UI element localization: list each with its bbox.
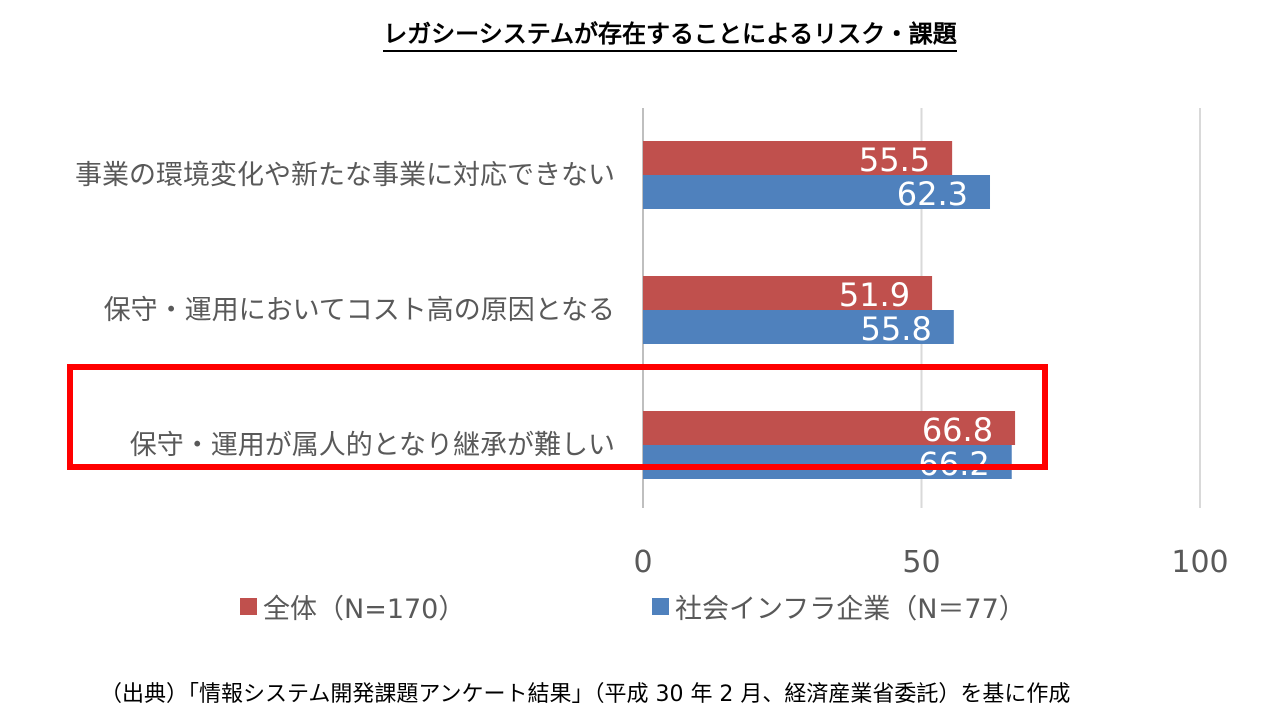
bars: 55.562.351.955.866.866.2 <box>643 141 1016 483</box>
data-label-s1-c0: 62.3 <box>897 175 968 213</box>
bar-s0-c2 <box>643 411 1016 445</box>
chart-title: レガシーシステムが存在することによるリスク・課題 <box>0 14 1280 52</box>
data-label-s0-c2: 66.8 <box>922 411 993 449</box>
bar-s1-c1 <box>643 310 954 344</box>
source-note: （出典）「情報システム開発課題アンケート結果」（平成 30 年 2 月、経済産業… <box>100 682 1071 707</box>
x-axis-ticks: 0 50 100 <box>633 545 1228 580</box>
legend-item-zentai: 全体（N=170） <box>240 586 465 626</box>
bar-s1-c0 <box>643 175 991 209</box>
category-label-2: 保守・運用が属人的となり継承が難しい <box>130 430 615 461</box>
data-label-s0-c1: 51.9 <box>839 276 910 314</box>
legend-label-zentai: 全体（N=170） <box>263 593 466 625</box>
bar-s0-c0 <box>643 141 953 175</box>
bar-s0-c1 <box>643 276 933 310</box>
x-tick-label-100: 100 <box>1171 545 1228 580</box>
bar-s1-c2 <box>643 445 1012 479</box>
category-label-1: 保守・運用においてコスト高の原因となる <box>104 295 615 326</box>
x-tick-label-0: 0 <box>633 545 652 580</box>
legend-swatch-zentai <box>240 597 257 615</box>
legend-item-infra: 社会インフラ企業（N＝77） <box>652 586 1026 626</box>
category-labels: 事業の環境変化や新たな事業に対応できない保守・運用においてコスト高の原因となる保… <box>75 160 615 461</box>
x-tick-label-50: 50 <box>902 545 940 580</box>
category-label-0: 事業の環境変化や新たな事業に対応できない <box>75 160 615 191</box>
chart-title-text: レガシーシステムが存在することによるリスク・課題 <box>383 20 957 52</box>
legend-label-infra: 社会インフラ企業（N＝77） <box>675 593 1026 625</box>
highlight-box <box>67 364 1048 470</box>
data-label-s0-c0: 55.5 <box>859 141 930 179</box>
legend-swatch-infra <box>652 597 669 615</box>
data-label-s1-c1: 55.8 <box>861 310 932 348</box>
